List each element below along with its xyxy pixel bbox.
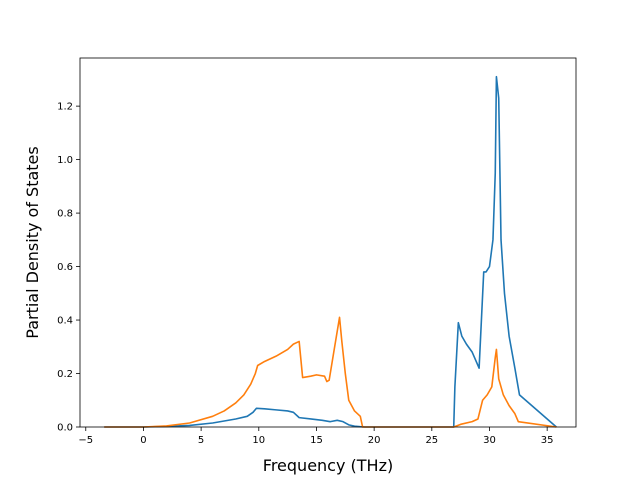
- x-tick-label: 30: [483, 435, 496, 446]
- series-layer: [104, 75, 557, 428]
- y-tick-label: 0.4: [57, 316, 73, 327]
- x-tick-label: 25: [425, 435, 438, 446]
- x-ticks: −5 0 5 10 15 20 25 30 35: [78, 427, 554, 446]
- x-tick-label: −5: [78, 435, 93, 446]
- x-tick-label: 35: [541, 435, 554, 446]
- y-tick-label: 0.0: [57, 423, 73, 434]
- series-line-2: [104, 316, 557, 428]
- x-axis-label: Frequency (THz): [263, 456, 393, 475]
- x-tick-label: 10: [252, 435, 265, 446]
- x-tick-label: 0: [140, 435, 146, 446]
- x-tick-label: 20: [368, 435, 381, 446]
- x-tick-label: 5: [198, 435, 204, 446]
- y-tick-label: 0.6: [57, 262, 73, 273]
- y-tick-label: 0.8: [57, 209, 73, 220]
- y-axis-label: Partial Density of States: [23, 146, 42, 338]
- y-tick-label: 1.0: [57, 155, 73, 166]
- plot-frame: [79, 57, 577, 428]
- x-tick-label: 15: [310, 435, 323, 446]
- y-tick-label: 1.2: [57, 102, 73, 113]
- y-tick-label: 0.2: [57, 369, 73, 380]
- y-ticks: 0.0 0.2 0.4 0.6 0.8 1.0 1.2: [57, 102, 80, 434]
